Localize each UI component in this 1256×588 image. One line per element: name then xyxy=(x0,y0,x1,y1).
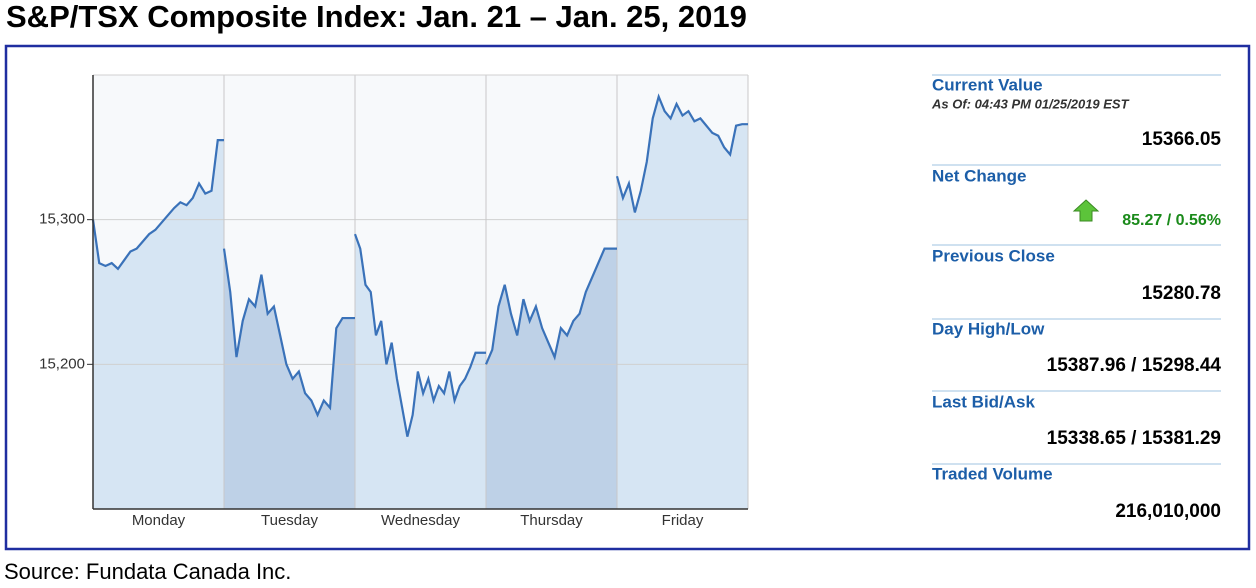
value: 216,010,000 xyxy=(1115,501,1221,522)
value: 15387.96 / 15298.44 xyxy=(1047,355,1222,376)
price-line xyxy=(615,93,748,213)
area xyxy=(224,248,355,509)
price-line xyxy=(91,139,224,271)
value: 15338.65 / 15381.29 xyxy=(1047,428,1221,449)
info-panel: Current Value As Of: 04:43 PM 01/25/2019… xyxy=(931,74,1222,522)
label: Day High/Low xyxy=(932,319,1045,338)
area xyxy=(355,234,486,509)
x-tick-label: Wednesday xyxy=(381,512,460,529)
label: Previous Close xyxy=(932,246,1055,265)
area xyxy=(486,248,617,509)
plot: Monday Tuesday Wednesday Thursday Friday 15,2… xyxy=(39,74,749,529)
area xyxy=(617,96,748,509)
x-tick-label: Tuesday xyxy=(261,512,318,529)
page-title: S&P/TSX Composite Index: Jan. 21 – Jan. … xyxy=(6,0,747,34)
area xyxy=(93,140,224,509)
price-line xyxy=(353,233,486,437)
y-tick-label: 15,200 xyxy=(39,355,85,372)
price-line xyxy=(484,247,617,365)
x-tick-label: Thursday xyxy=(520,512,583,529)
note: As Of: 04:43 PM 01/25/2019 EST xyxy=(931,96,1130,111)
label: Net Change xyxy=(932,166,1026,185)
source: Source: Fundata Canada Inc. xyxy=(4,559,291,584)
value: 15280.78 xyxy=(1142,283,1221,304)
value: 15366.05 xyxy=(1142,129,1222,150)
label: Current Value xyxy=(932,75,1043,94)
price-line xyxy=(222,248,355,418)
label: Traded Volume xyxy=(932,464,1053,483)
y-tick-label: 15,300 xyxy=(39,211,85,228)
value: 85.27 / 0.56% xyxy=(1122,212,1221,229)
x-tick-label: Friday xyxy=(662,512,704,529)
x-tick-label: Monday xyxy=(132,512,186,529)
up-arrow xyxy=(1072,199,1100,222)
label: Last Bid/Ask xyxy=(932,392,1036,411)
